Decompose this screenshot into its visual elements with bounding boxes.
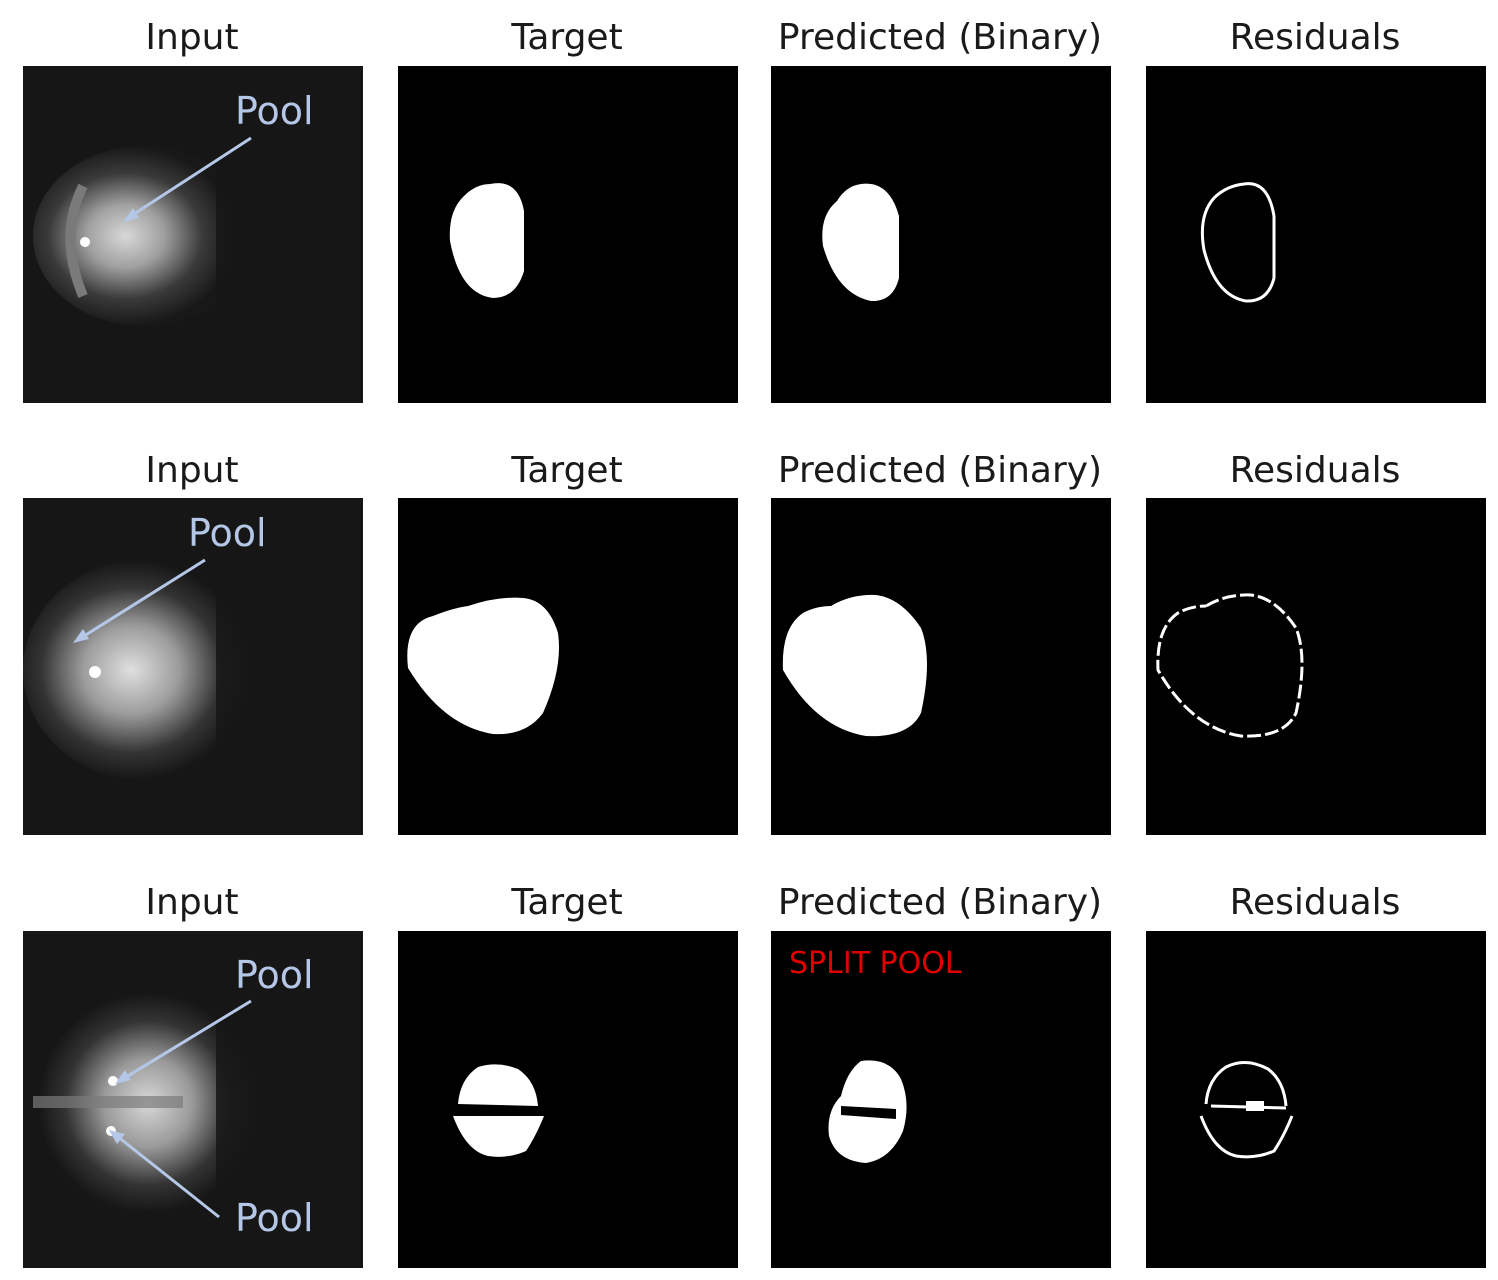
row3-input-title: Input	[145, 882, 239, 923]
row3-residuals-image	[1146, 931, 1486, 1268]
row1-predicted-title: Predicted (Binary)	[777, 17, 1103, 58]
row2-input-image: Pool	[23, 498, 363, 835]
row3-residuals-title: Residuals	[1229, 882, 1401, 923]
row2-predicted-title: Predicted (Binary)	[777, 450, 1103, 491]
row2-input-title: Input	[145, 450, 239, 491]
row2-pool-label: Pool	[188, 511, 267, 555]
row1-residuals-title: Residuals	[1229, 17, 1401, 58]
row3-predicted-title: Predicted (Binary)	[777, 882, 1103, 923]
row2-residuals-image	[1146, 498, 1486, 835]
row3-input-image: Pool Pool	[23, 931, 363, 1268]
row2-target-title: Target	[511, 450, 623, 491]
row1-predicted-mask	[771, 66, 1111, 403]
row1-input-image: Pool	[23, 66, 363, 403]
row2-target-mask	[398, 498, 738, 835]
split-pool-annotation: SPLIT POOL	[789, 946, 962, 981]
row2-residuals-title: Residuals	[1229, 450, 1401, 491]
row3-pool-label-bottom: Pool	[235, 1196, 314, 1240]
row3-predicted-mask: SPLIT POOL	[771, 931, 1111, 1268]
row3-pool-label-top: Pool	[235, 953, 314, 997]
row1-residuals-image	[1146, 66, 1486, 403]
row2-predicted-mask	[771, 498, 1111, 835]
row1-target-mask	[398, 66, 738, 403]
row1-target-title: Target	[511, 17, 623, 58]
row3-target-title: Target	[511, 882, 623, 923]
row1-input-title: Input	[145, 17, 239, 58]
row3-target-mask	[398, 931, 738, 1268]
row1-pool-label: Pool	[235, 89, 314, 133]
